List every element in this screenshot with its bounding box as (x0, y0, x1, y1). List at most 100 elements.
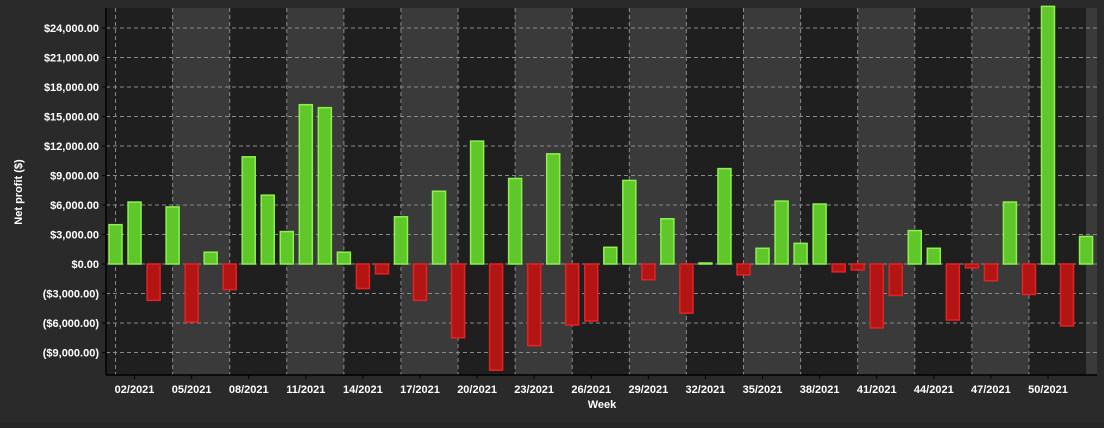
y-tick-label: $24,000.00 (44, 23, 99, 35)
x-tick-label: 11/2021 (286, 384, 325, 396)
bar-week-27-2021 (603, 246, 618, 265)
y-axis-title: Net profit ($) (13, 159, 25, 225)
bar-week-49-2021 (1021, 263, 1037, 296)
plot-band (857, 8, 915, 375)
bar-week-16-2021 (393, 216, 409, 265)
plot-band (800, 8, 858, 375)
bar-week-14-2021 (355, 263, 371, 290)
bar-week-35-2021 (755, 247, 770, 265)
bar-week-15-2021 (374, 263, 390, 275)
bar-week-40-2021 (850, 263, 865, 271)
y-tick-label: $6,000.00 (50, 200, 99, 212)
x-tick-label: 47/2021 (971, 384, 1011, 396)
y-tick-label: $12,000.00 (44, 141, 99, 153)
y-tick-label: ($9,000.00) (43, 348, 100, 360)
bar-week-48-2021 (1002, 201, 1018, 265)
y-tick-label: ($6,000.00) (43, 318, 100, 330)
plot-band (172, 8, 230, 375)
plot-band (971, 8, 1029, 375)
plot-band (515, 8, 573, 375)
y-tick-label: $15,000.00 (44, 112, 99, 124)
bar-week-17-2021 (412, 263, 428, 302)
plot-band (1086, 8, 1097, 375)
y-tick-label: $0.00 (71, 259, 99, 271)
bar-week-18-2021 (431, 190, 447, 265)
x-tick-label: 14/2021 (343, 384, 383, 396)
bar-week-45-2021 (945, 263, 961, 321)
bar-week-46-2021 (964, 263, 980, 269)
x-tick-label: 08/2021 (229, 384, 269, 396)
x-tick-label: 50/2021 (1028, 384, 1068, 396)
plot-band (572, 8, 630, 375)
plot-band (229, 8, 287, 375)
bar-week-51-2021 (1059, 263, 1075, 327)
bar-week-30-2021 (660, 218, 675, 265)
x-tick-label: 23/2021 (514, 384, 554, 396)
bar-week-26-2021 (584, 263, 599, 322)
bar-week-52-2021 (1078, 235, 1094, 265)
bar-week-25-2021 (564, 263, 580, 326)
bar-week-34-2021 (736, 263, 751, 276)
bar-week-47-2021 (983, 263, 999, 282)
bar-week-50-2021 (1040, 5, 1056, 265)
x-tick-label: 29/2021 (628, 384, 668, 396)
plot-band (686, 8, 744, 375)
x-tick-label: 17/2021 (400, 384, 440, 396)
y-tick-label: ($3,000.00) (43, 289, 100, 301)
x-tick-label: 32/2021 (686, 384, 726, 396)
x-tick-label: 02/2021 (115, 384, 155, 396)
bar-week-42-2021 (888, 263, 903, 297)
bar-week-28-2021 (622, 179, 637, 265)
bar-week-08-2021 (241, 156, 256, 265)
plot-band (743, 8, 801, 375)
y-tick-label: $21,000.00 (44, 53, 99, 65)
bar-week-24-2021 (545, 153, 561, 265)
bar-week-19-2021 (450, 263, 466, 339)
bar-week-32-2021 (698, 262, 713, 265)
bar-week-23-2021 (526, 263, 542, 347)
bar-week-11-2021 (298, 103, 314, 265)
bar-week-03-2021 (146, 263, 161, 302)
bar-week-06-2021 (203, 251, 218, 265)
plot-band (629, 8, 687, 375)
plot-band (115, 8, 173, 375)
bar-week-09-2021 (260, 194, 276, 265)
bar-week-10-2021 (279, 230, 295, 265)
bar-week-37-2021 (793, 242, 808, 265)
bar-week-43-2021 (907, 229, 923, 265)
x-tick-label: 20/2021 (457, 384, 497, 396)
plot-band (458, 8, 516, 375)
bar-week-36-2021 (774, 200, 789, 265)
x-axis-title: Week (588, 399, 617, 411)
bar-week-07-2021 (222, 263, 237, 291)
y-tick-label: $3,000.00 (50, 230, 99, 242)
bar-week-41-2021 (869, 263, 884, 329)
plot-band (1028, 8, 1087, 375)
plot-band (914, 8, 972, 375)
bar-week-38-2021 (812, 203, 827, 265)
bar-week-01-2021 (108, 223, 123, 265)
x-tick-label: 26/2021 (571, 384, 611, 396)
bar-week-20-2021 (469, 140, 485, 265)
x-tick-label: 38/2021 (800, 384, 840, 396)
y-tick-label: $18,000.00 (44, 82, 99, 94)
bar-week-29-2021 (641, 263, 656, 281)
bar-week-39-2021 (831, 263, 846, 273)
bar-week-12-2021 (317, 106, 333, 265)
bar-week-04-2021 (165, 206, 180, 265)
x-tick-label: 05/2021 (172, 384, 212, 396)
bar-week-05-2021 (184, 263, 199, 323)
x-tick-label: 44/2021 (914, 384, 954, 396)
bar-week-02-2021 (127, 201, 142, 265)
y-tick-label: $9,000.00 (50, 171, 99, 183)
x-tick-label: 41/2021 (857, 384, 897, 396)
plot-band (286, 8, 344, 375)
bar-week-13-2021 (336, 251, 352, 265)
bar-week-21-2021 (488, 263, 504, 371)
plot-band (343, 8, 401, 375)
bar-week-44-2021 (926, 247, 942, 265)
bar-week-31-2021 (679, 263, 694, 314)
plot-band (400, 8, 459, 375)
